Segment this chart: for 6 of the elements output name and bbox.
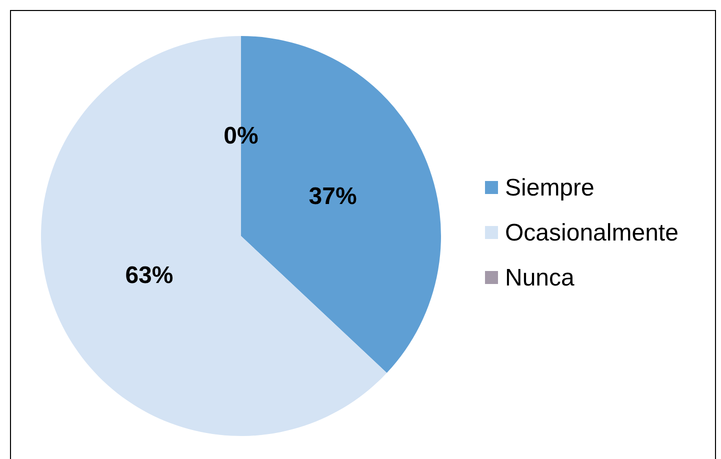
data-label: 63% [125, 262, 174, 290]
data-label: 37% [308, 182, 357, 210]
legend-label: Nunca [505, 264, 576, 292]
legend-label: Siempre [505, 174, 594, 202]
legend-label: Ocasionalmente [505, 220, 678, 246]
pie-slice [41, 36, 387, 436]
